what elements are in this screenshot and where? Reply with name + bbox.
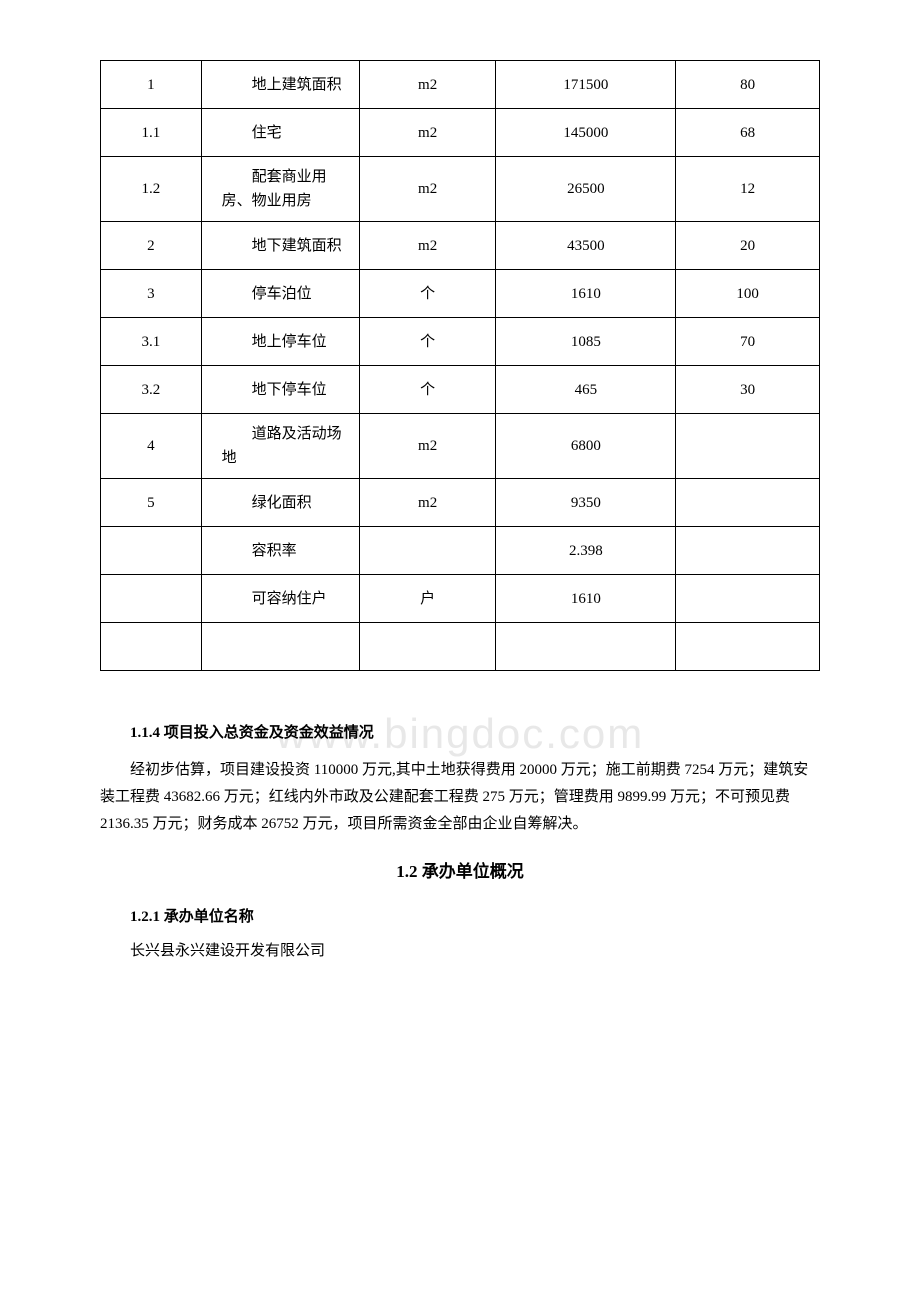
table-row: 3.2地下停车位个46530 (101, 366, 820, 414)
data-table: 1地上建筑面积m2171500801.1住宅m2145000681.2配套商业用… (100, 60, 820, 671)
cell-unit: m2 (359, 222, 496, 270)
cell-name: 道路及活动场地 (201, 414, 359, 479)
cell-unit: 个 (359, 270, 496, 318)
cell-unit: m2 (359, 414, 496, 479)
cell-pct (676, 527, 820, 575)
table-row: 1地上建筑面积m217150080 (101, 61, 820, 109)
cell-name: 停车泊位 (201, 270, 359, 318)
company-name: 长兴县永兴建设开发有限公司 (100, 939, 820, 963)
cell-value: 2.398 (496, 527, 676, 575)
cell-value: 9350 (496, 479, 676, 527)
cell-pct (676, 479, 820, 527)
cell-value (496, 623, 676, 671)
section-1-2-heading: 1.2 承办单位概况 (100, 858, 820, 885)
cell-name: 地下建筑面积 (201, 222, 359, 270)
cell-value: 43500 (496, 222, 676, 270)
cell-num: 5 (101, 479, 202, 527)
cell-value: 1610 (496, 575, 676, 623)
section-1-1-4-paragraph: 经初步估算，项目建设投资 110000 万元,其中土地获得费用 20000 万元… (100, 757, 820, 838)
cell-num: 3 (101, 270, 202, 318)
cell-value: 26500 (496, 157, 676, 222)
cell-pct: 20 (676, 222, 820, 270)
cell-unit: m2 (359, 479, 496, 527)
cell-num (101, 575, 202, 623)
table-row: 3停车泊位个1610100 (101, 270, 820, 318)
cell-value: 1610 (496, 270, 676, 318)
cell-value: 1085 (496, 318, 676, 366)
cell-name: 可容纳住户 (201, 575, 359, 623)
section-1-1-4-heading: 1.1.4 项目投入总资金及资金效益情况 (100, 721, 820, 745)
cell-num: 1.2 (101, 157, 202, 222)
table-row: 可容纳住户户1610 (101, 575, 820, 623)
cell-pct: 80 (676, 61, 820, 109)
cell-name (201, 623, 359, 671)
cell-name: 住宅 (201, 109, 359, 157)
cell-name: 地上停车位 (201, 318, 359, 366)
cell-unit: 个 (359, 366, 496, 414)
cell-pct (676, 623, 820, 671)
table-row: 容积率 2.398 (101, 527, 820, 575)
cell-num: 3.1 (101, 318, 202, 366)
cell-unit (359, 623, 496, 671)
table-row: 2地下建筑面积m24350020 (101, 222, 820, 270)
cell-unit (359, 527, 496, 575)
table-row: 1.1住宅m214500068 (101, 109, 820, 157)
cell-num: 1 (101, 61, 202, 109)
cell-name: 配套商业用房、物业用房 (201, 157, 359, 222)
cell-pct: 12 (676, 157, 820, 222)
cell-num: 4 (101, 414, 202, 479)
section-1-2-1-heading: 1.2.1 承办单位名称 (100, 905, 820, 929)
cell-name: 绿化面积 (201, 479, 359, 527)
cell-num: 2 (101, 222, 202, 270)
cell-name: 地下停车位 (201, 366, 359, 414)
cell-pct: 100 (676, 270, 820, 318)
cell-name: 容积率 (201, 527, 359, 575)
cell-value: 6800 (496, 414, 676, 479)
cell-num: 1.1 (101, 109, 202, 157)
cell-num (101, 527, 202, 575)
table-row: 5绿化面积m29350 (101, 479, 820, 527)
cell-pct: 30 (676, 366, 820, 414)
cell-pct (676, 414, 820, 479)
cell-unit: 户 (359, 575, 496, 623)
cell-value: 171500 (496, 61, 676, 109)
table-row: 3.1地上停车位个108570 (101, 318, 820, 366)
table-row: 4道路及活动场地m26800 (101, 414, 820, 479)
cell-unit: 个 (359, 318, 496, 366)
cell-name: 地上建筑面积 (201, 61, 359, 109)
table-row (101, 623, 820, 671)
cell-unit: m2 (359, 109, 496, 157)
cell-num (101, 623, 202, 671)
cell-pct: 68 (676, 109, 820, 157)
cell-value: 465 (496, 366, 676, 414)
cell-value: 145000 (496, 109, 676, 157)
cell-pct: 70 (676, 318, 820, 366)
cell-pct (676, 575, 820, 623)
table-row: 1.2配套商业用房、物业用房m22650012 (101, 157, 820, 222)
cell-num: 3.2 (101, 366, 202, 414)
cell-unit: m2 (359, 157, 496, 222)
cell-unit: m2 (359, 61, 496, 109)
